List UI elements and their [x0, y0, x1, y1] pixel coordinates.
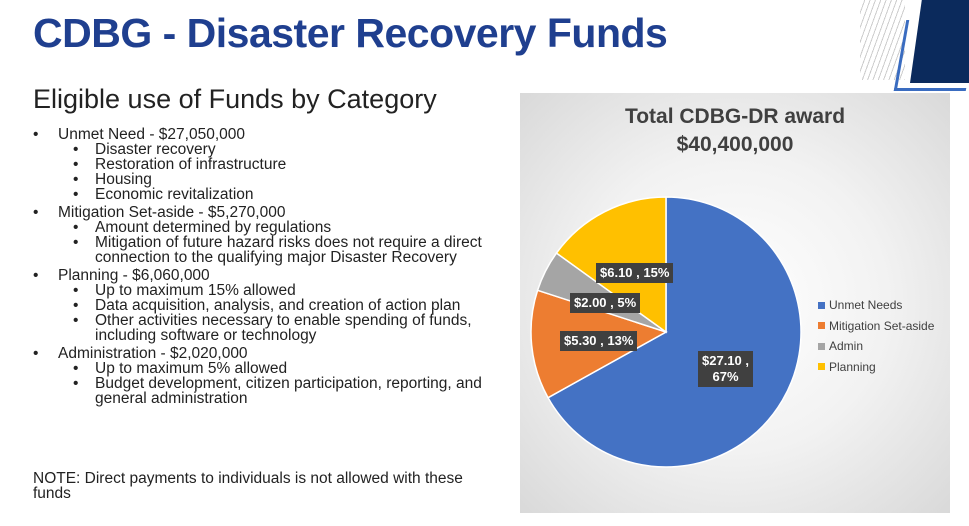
sub-bullet-item: Data acquisition, analysis, and creation… [33, 298, 503, 314]
hud-logo [910, 0, 969, 83]
sub-bullet-item: Other activities necessary to enable spe… [33, 313, 503, 344]
note-text: NOTE: Direct payments to individuals is … [33, 470, 463, 502]
legend-label: Admin [829, 339, 864, 354]
bullet-item: Planning - $6,060,000 [33, 268, 503, 284]
decorative-stripes [860, 0, 905, 80]
bullet-item: Unmet Need - $27,050,000 [33, 127, 503, 143]
sub-bullet-item: Budget development, citizen participatio… [33, 376, 503, 407]
legend-swatch [818, 301, 825, 309]
legend-item: Admin [818, 336, 934, 357]
slide-title: CDBG - Disaster Recovery Funds [33, 10, 668, 56]
pie-slice-unmet-needs [547, 196, 802, 468]
chart-title-text: Total CDBG-DR award [624, 105, 846, 128]
data-label: $6.10 , 15% [596, 263, 674, 283]
sub-bullet-item: Up to maximum 15% allowed [33, 283, 503, 299]
bullet-item: Administration - $2,020,000 [33, 346, 503, 362]
bullet-list: Unmet Need - $27,050,000Disaster recover… [33, 124, 503, 407]
legend-label: Unmet Needs [829, 298, 903, 313]
legend-item: Planning [818, 357, 934, 378]
legend-label: Planning [829, 359, 876, 374]
legend-swatch [818, 322, 825, 330]
sub-bullet-item: Up to maximum 5% allowed [33, 361, 503, 377]
legend-item: Mitigation Set-aside [818, 316, 934, 337]
section-heading: Eligible use of Funds by Category [33, 84, 437, 114]
sub-bullet-item: Housing [33, 172, 503, 188]
chart-total: $40,400,000 [676, 133, 794, 156]
legend-swatch [818, 363, 825, 371]
sub-bullet-item: Disaster recovery [33, 142, 503, 158]
sub-bullet-item: Restoration of infrastructure [33, 157, 503, 173]
legend-swatch [818, 342, 825, 350]
sub-bullet-item: Economic revitalization [33, 187, 503, 203]
legend-label: Mitigation Set-aside [829, 318, 935, 333]
data-label: $27.10 , 67% [698, 351, 753, 387]
legend-item: Unmet Needs [818, 295, 934, 316]
chart-title: Total CDBG-DR award $40,400,000 [520, 103, 950, 159]
bullet-item: Mitigation Set-aside - $5,270,000 [33, 205, 503, 221]
data-label: $2.00 , 5% [570, 293, 641, 313]
pie-chart: Total CDBG-DR award $40,400,000 $27.10 ,6… [520, 93, 950, 513]
sub-bullet-item: Amount determined by regulations [33, 220, 503, 236]
data-label: $5.30 , 13% [560, 331, 638, 351]
legend: Unmet Needs Mitigation Set-aside Admin Plan… [818, 295, 934, 377]
sub-bullet-item: Mitigation of future hazard risks does n… [33, 235, 503, 266]
